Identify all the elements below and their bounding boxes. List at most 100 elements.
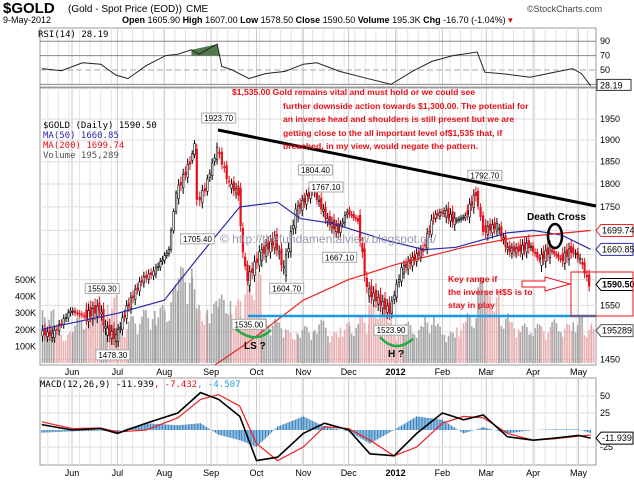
volume-bar — [289, 332, 292, 363]
volume-bar — [170, 301, 172, 363]
volume-bar — [235, 306, 237, 363]
chart-date: 9-May-2012 — [3, 15, 52, 25]
volume-bar — [239, 316, 242, 363]
volume-bar — [229, 300, 232, 363]
candle-body — [495, 223, 499, 232]
candle-body — [41, 330, 44, 337]
candle-body — [557, 254, 560, 259]
value-tag — [595, 242, 634, 256]
candle-body — [241, 228, 245, 253]
volume-bar — [296, 332, 298, 363]
volume-bar — [542, 331, 545, 363]
candle-body — [117, 329, 120, 342]
candle-body — [570, 245, 573, 253]
candle-body — [534, 252, 537, 254]
exchange: CME — [186, 4, 209, 15]
volume-bar — [80, 319, 83, 363]
volume-bar — [198, 304, 200, 363]
volume-bar — [526, 327, 528, 363]
volume-bar — [333, 332, 336, 363]
candle-body — [578, 257, 582, 261]
volume-bar — [263, 317, 265, 363]
candle-body — [419, 249, 422, 258]
volume-bar — [287, 329, 289, 363]
candle-body — [186, 163, 189, 178]
volume-bar — [495, 297, 498, 363]
candle-body — [388, 302, 391, 314]
candle-body — [379, 293, 382, 306]
volume-bar — [136, 334, 139, 363]
volume-bar — [452, 332, 454, 363]
candle-body — [96, 305, 99, 317]
volume-bar — [430, 324, 433, 363]
candle-body — [517, 246, 520, 252]
volume-bar — [182, 267, 184, 363]
candle-body — [150, 272, 153, 276]
candle-body — [544, 250, 547, 262]
volume-bar — [203, 324, 206, 363]
candle-body — [400, 267, 403, 282]
volume-bar — [166, 321, 168, 363]
candle-body — [402, 265, 406, 274]
volume-bar — [253, 300, 255, 363]
volume-bar — [458, 336, 460, 363]
candle-body — [506, 247, 509, 250]
volume-bar — [532, 336, 534, 363]
volume-bar — [217, 307, 220, 363]
price-tick-label: 1750 — [600, 202, 620, 212]
volume-bar — [218, 298, 221, 363]
macd-tick-label: -25 — [600, 442, 613, 452]
data-label-box — [95, 349, 131, 361]
data-label-box — [467, 169, 503, 181]
candle-body — [140, 280, 143, 282]
volume-bar — [205, 313, 208, 363]
candle-body — [407, 261, 410, 270]
x-tick-label: Sep — [203, 468, 219, 478]
volume-bar — [393, 333, 395, 363]
volume-bar — [48, 319, 50, 363]
candle-body — [248, 271, 251, 286]
volume-bar — [147, 317, 150, 363]
ma200-line — [213, 229, 591, 365]
candle-body — [361, 243, 364, 253]
candle-body — [292, 225, 295, 230]
volume-bar — [368, 304, 370, 363]
volume-bar — [199, 310, 201, 363]
macd-legend: MACD(12,26,9) -11.939, -7.432, -4.507 — [40, 380, 241, 390]
candle-body — [462, 217, 465, 219]
candle-body — [234, 188, 238, 194]
volume-bar — [348, 326, 351, 363]
candle-body — [386, 305, 389, 313]
key-range-line: stay in play — [448, 300, 495, 310]
candle-body — [258, 251, 261, 266]
data-label-box — [179, 233, 215, 245]
candle-body — [289, 231, 292, 252]
macd-value-tag — [595, 431, 634, 445]
candle-body — [129, 297, 133, 309]
candle-body — [43, 328, 47, 336]
volume-bar — [201, 321, 203, 363]
candle-body — [104, 326, 107, 329]
volume-bar — [132, 316, 134, 363]
candle-body — [542, 251, 545, 259]
data-label: 1523.90 — [377, 326, 406, 335]
volume-bar — [519, 332, 522, 363]
volume-bar — [397, 334, 400, 363]
value-tag-text: 195289 — [602, 326, 632, 336]
candle-body — [551, 249, 554, 253]
macd-tick-label: 25 — [600, 408, 610, 418]
candle-body — [110, 331, 113, 339]
candle-body — [574, 253, 577, 255]
volume-bar — [403, 330, 405, 363]
volume-bar — [83, 329, 85, 363]
arrow-icon — [521, 276, 572, 292]
volume-bar — [230, 314, 233, 363]
key-range-line: Key range if — [448, 274, 498, 284]
volume-bar — [149, 329, 152, 363]
candle-body — [498, 228, 501, 230]
volume-bar — [62, 340, 65, 363]
volume-bar — [460, 330, 463, 363]
volume-bar — [377, 318, 379, 363]
candle-body — [237, 185, 240, 196]
volume-bar — [560, 332, 562, 363]
